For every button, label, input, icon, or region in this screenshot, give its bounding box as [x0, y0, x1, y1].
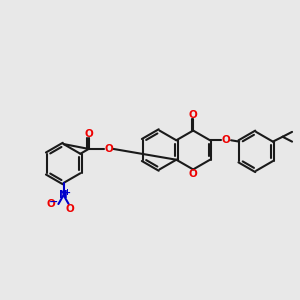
Text: O: O: [66, 204, 74, 214]
Text: N: N: [59, 190, 68, 200]
Text: −: −: [49, 197, 58, 207]
Text: O: O: [104, 144, 113, 154]
Text: O: O: [84, 128, 93, 139]
Text: O: O: [189, 169, 197, 179]
Text: O: O: [222, 135, 230, 145]
Text: O: O: [46, 199, 55, 209]
Text: O: O: [189, 110, 197, 120]
Text: +: +: [63, 188, 70, 197]
